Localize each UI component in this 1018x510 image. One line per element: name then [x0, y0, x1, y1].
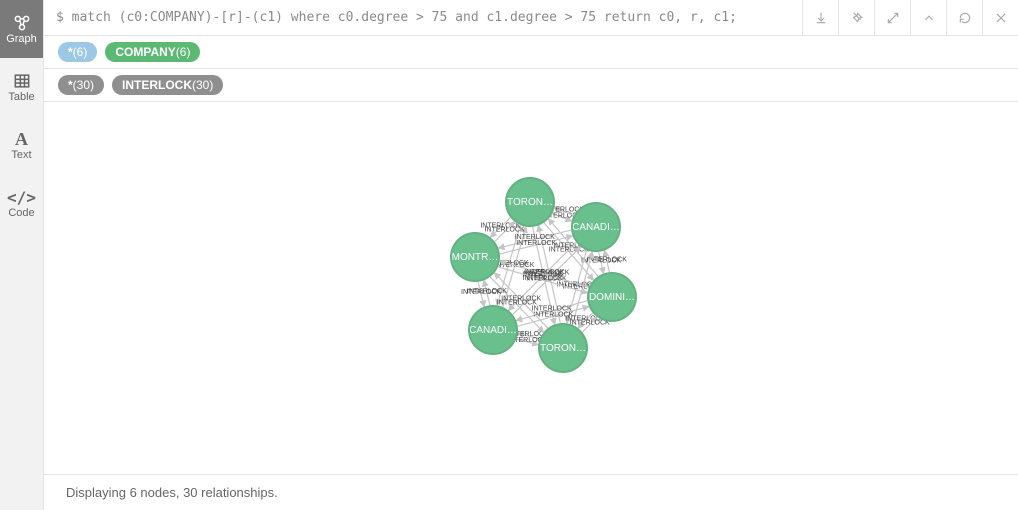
close-button[interactable]: [982, 0, 1018, 36]
refresh-icon: [958, 11, 972, 25]
text-icon: A: [12, 129, 32, 149]
table-icon: [12, 71, 32, 91]
svg-text:INTERLOCK: INTERLOCK: [523, 275, 563, 282]
graph-node[interactable]: DOMINI…: [587, 272, 637, 322]
relationship-types-row: *(30) INTERLOCK(30): [44, 69, 1018, 102]
svg-text:INTERLOCK: INTERLOCK: [587, 256, 627, 263]
query-text[interactable]: $ match (c0:COMPANY)-[r]-(c1) where c0.d…: [44, 10, 802, 25]
svg-text:INTERLOCK: INTERLOCK: [485, 227, 525, 234]
sidebar: Graph Table A Text </> Code: [0, 0, 44, 510]
sidebar-item-graph[interactable]: Graph: [0, 0, 43, 58]
graph-canvas[interactable]: INTERLOCK INTERLOCK INTERLOCK INTERLOCK INTE…: [44, 102, 1018, 474]
svg-text:INTERLOCK: INTERLOCK: [516, 240, 556, 247]
sidebar-item-text[interactable]: A Text: [0, 116, 43, 174]
graph-icon: [12, 13, 32, 33]
pin-icon: [850, 11, 864, 25]
svg-text:INTERLOCK: INTERLOCK: [533, 311, 573, 318]
svg-text:INTERLOCK: INTERLOCK: [497, 300, 537, 307]
status-bar: Displaying 6 nodes, 30 relationships.: [44, 474, 1018, 510]
label-pill[interactable]: COMPANY(6): [105, 42, 200, 62]
label-pill[interactable]: INTERLOCK(30): [112, 75, 223, 95]
refresh-button[interactable]: [946, 0, 982, 36]
label-pill[interactable]: *(6): [58, 42, 97, 62]
sidebar-item-code[interactable]: </> Code: [0, 174, 43, 232]
svg-text:INTERLOCK: INTERLOCK: [461, 289, 501, 296]
label-pill[interactable]: *(30): [58, 75, 104, 95]
graph-node[interactable]: MONTR…: [450, 232, 500, 282]
graph-node[interactable]: TORON…: [505, 177, 555, 227]
close-icon: [994, 11, 1008, 25]
edge-layer: INTERLOCK INTERLOCK INTERLOCK INTERLOCK INTE…: [44, 102, 1018, 472]
sidebar-item-label: Text: [11, 149, 31, 161]
pin-button[interactable]: [838, 0, 874, 36]
sidebar-item-table[interactable]: Table: [0, 58, 43, 116]
download-icon: [814, 11, 828, 25]
expand-icon: [886, 11, 900, 25]
sidebar-item-label: Graph: [6, 33, 37, 45]
graph-node[interactable]: CANADI…: [571, 202, 621, 252]
up-button[interactable]: [910, 0, 946, 36]
sidebar-item-label: Code: [8, 207, 34, 219]
query-bar: $ match (c0:COMPANY)-[r]-(c1) where c0.d…: [44, 0, 1018, 36]
chevron-up-icon: [922, 11, 936, 25]
status-text: Displaying 6 nodes, 30 relationships.: [66, 485, 278, 500]
node-labels-row: *(6) COMPANY(6): [44, 36, 1018, 69]
sidebar-item-label: Table: [8, 91, 34, 103]
expand-button[interactable]: [874, 0, 910, 36]
graph-node[interactable]: TORON…: [538, 323, 588, 373]
graph-node[interactable]: CANADI…: [468, 305, 518, 355]
code-icon: </>: [12, 187, 32, 207]
download-button[interactable]: [802, 0, 838, 36]
